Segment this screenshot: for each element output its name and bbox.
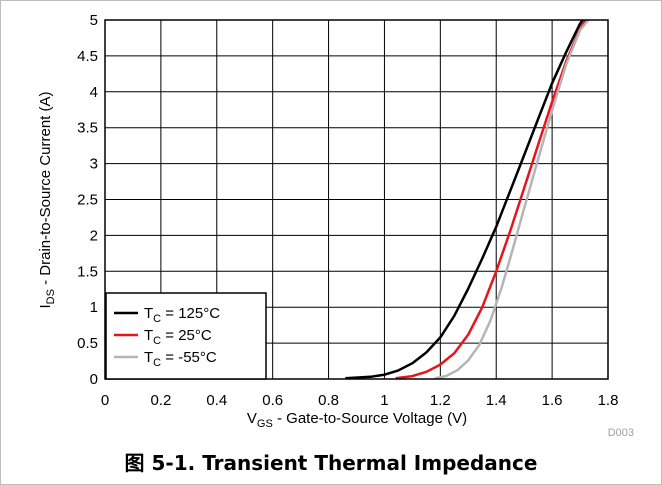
y-tick-label: 0 [90,371,98,388]
figure-caption: 图 5-1. Transient Thermal Impedance [124,451,538,475]
y-tick-label: 2.5 [77,192,98,209]
series-line-3 [434,19,590,380]
y-tick-label: 1.5 [77,263,98,280]
chart-series [345,19,590,380]
y-tick-label: 3.5 [77,120,98,137]
y-tick-labels: 0 0.5 1 1.5 2 2.5 3 3.5 4 4.5 5 [77,12,98,388]
x-tick-label: 1 [380,392,388,409]
y-tick-label: 0.5 [77,335,98,352]
series-line-1 [345,19,584,380]
y-tick-label: 1 [90,299,98,316]
x-tick-labels: 0 0.2 0.4 0.6 0.8 1 1.2 1.4 1.6 1.8 [101,392,619,409]
x-axis-label: VGS - Gate-to-Source Voltage (V) [247,410,467,430]
legend-label: TC = 25°C [144,327,212,347]
legend-label: TC = 125°C [144,305,220,325]
chart-grid [105,20,608,379]
y-tick-label: 2 [90,227,98,244]
x-tick-label: 0.2 [150,392,171,409]
y-axis-label: IDS - Drain-to-Source Current (A) [37,91,57,308]
x-tick-label: 1.6 [542,392,563,409]
x-tick-label: 1.2 [430,392,451,409]
x-tick-label: 0.8 [318,392,339,409]
y-tick-label: 4 [90,84,98,101]
chart-id-watermark: D003 [608,427,634,439]
x-tick-label: 0 [101,392,109,409]
plot-area-border [104,19,609,380]
series-line-2 [395,19,587,380]
chart: 0 0.2 0.4 0.6 0.8 1 1.2 1.4 1.6 1.8 0 0.5 1 1.5 2 2.5 3… [37,12,634,439]
y-tick-label: 5 [90,12,98,29]
legend: TC = 125°CTC = 25°CTC = -55°C [105,292,267,380]
x-tick-label: 1.8 [598,392,619,409]
legend-label: TC = -55°C [144,349,217,369]
x-tick-label: 1.4 [486,392,507,409]
x-tick-label: 0.6 [262,392,283,409]
y-tick-label: 3 [90,156,98,173]
y-tick-label: 4.5 [77,48,98,65]
x-tick-label: 0.4 [206,392,227,409]
